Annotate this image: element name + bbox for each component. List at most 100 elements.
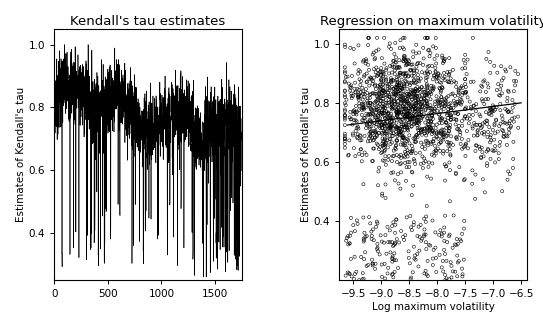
Point	[388, 64, 397, 69]
Point	[480, 129, 489, 135]
Point	[363, 120, 371, 126]
Point	[365, 67, 374, 72]
Point	[377, 123, 386, 128]
Point	[403, 91, 412, 96]
Point	[415, 150, 424, 155]
Point	[438, 265, 446, 270]
Point	[435, 116, 444, 121]
Point	[428, 63, 437, 69]
Point	[451, 170, 460, 175]
Point	[391, 222, 400, 227]
Point	[395, 71, 404, 76]
Point	[497, 113, 506, 118]
Point	[444, 131, 453, 136]
Point	[398, 135, 407, 140]
Point	[414, 224, 423, 229]
Point	[372, 93, 381, 99]
Point	[485, 111, 494, 116]
Point	[370, 105, 378, 110]
Point	[400, 237, 408, 242]
Point	[403, 114, 412, 119]
Point	[434, 71, 443, 76]
Point	[447, 263, 456, 269]
Point	[399, 97, 408, 102]
Point	[406, 277, 415, 282]
Point	[384, 115, 393, 120]
Point	[401, 95, 409, 100]
Point	[421, 120, 430, 125]
Point	[383, 81, 392, 87]
Point	[370, 121, 378, 126]
Point	[413, 84, 422, 90]
Point	[421, 219, 430, 224]
Point	[425, 122, 433, 128]
Point	[432, 70, 440, 75]
Point	[363, 99, 371, 104]
Point	[366, 118, 375, 124]
Point	[363, 100, 372, 105]
Point	[407, 169, 416, 175]
Point	[414, 120, 422, 125]
Point	[471, 143, 480, 148]
Point	[414, 76, 422, 81]
Point	[477, 155, 485, 160]
Point	[375, 84, 384, 90]
Point	[426, 127, 434, 132]
Point	[420, 90, 428, 95]
Point	[423, 115, 432, 120]
Point	[387, 80, 395, 85]
Point	[388, 240, 396, 245]
Point	[393, 124, 401, 129]
Point	[411, 94, 420, 99]
Point	[445, 160, 454, 165]
Point	[400, 118, 409, 123]
Point	[489, 127, 497, 132]
Point	[389, 90, 398, 96]
Point	[401, 121, 410, 127]
Point	[451, 93, 459, 99]
Point	[437, 88, 445, 93]
Point	[422, 125, 431, 130]
Point	[457, 84, 466, 89]
Point	[407, 87, 415, 92]
Point	[393, 107, 401, 112]
Point	[340, 131, 349, 136]
Point	[479, 154, 488, 159]
Point	[406, 117, 415, 122]
Point	[372, 73, 381, 78]
Point	[404, 74, 413, 79]
Point	[384, 44, 393, 49]
Point	[343, 235, 351, 241]
Point	[438, 55, 447, 60]
Point	[402, 113, 411, 118]
Point	[365, 124, 374, 129]
Point	[387, 170, 396, 175]
Point	[358, 107, 367, 112]
Point	[451, 111, 459, 116]
Point	[391, 87, 400, 92]
Point	[420, 97, 429, 102]
Point	[388, 62, 397, 68]
Point	[412, 113, 420, 118]
Point	[367, 229, 376, 234]
Point	[465, 116, 474, 121]
Point	[431, 245, 440, 250]
Point	[426, 140, 435, 145]
Point	[402, 165, 411, 170]
Point	[445, 102, 453, 107]
Point	[510, 78, 519, 83]
Point	[423, 86, 432, 91]
Point	[458, 92, 466, 98]
Point	[383, 104, 392, 109]
Point	[503, 177, 512, 182]
Point	[353, 92, 362, 98]
Point	[388, 257, 397, 262]
Point	[507, 123, 515, 128]
Point	[388, 107, 396, 112]
Point	[421, 126, 430, 131]
Point	[388, 100, 396, 106]
Point	[346, 117, 355, 122]
Point	[418, 154, 427, 159]
Point	[433, 98, 442, 103]
Point	[378, 112, 387, 117]
